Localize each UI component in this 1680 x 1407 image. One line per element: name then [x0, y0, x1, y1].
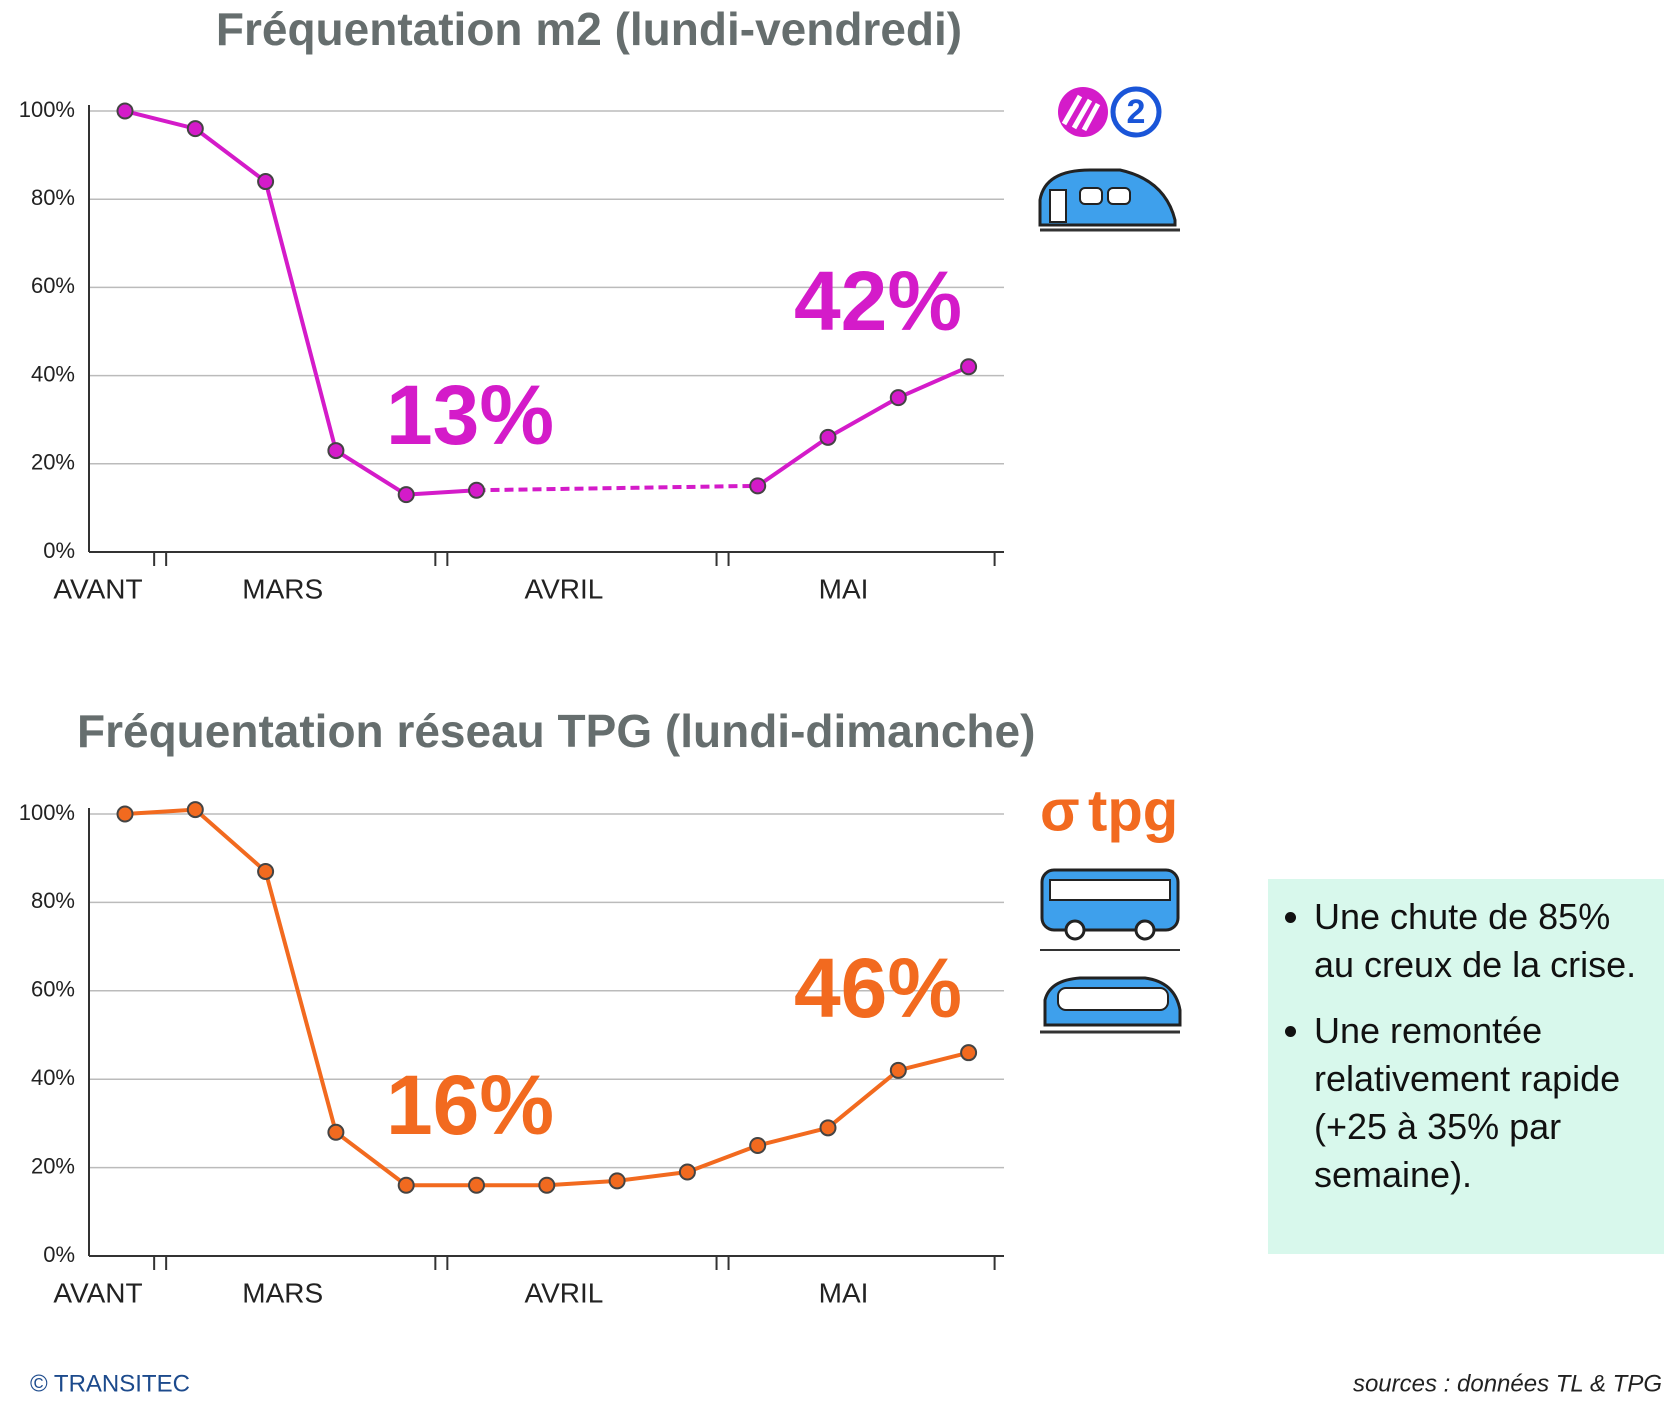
line	[124, 109, 970, 497]
point	[468, 481, 485, 499]
point	[468, 1176, 485, 1194]
point	[116, 102, 134, 120]
y-tick-label: 40%	[31, 361, 75, 386]
note: Une remontée relativement rapide (+25 à …	[1314, 1007, 1648, 1199]
metro-door	[1049, 189, 1067, 223]
y-tick-label: 60%	[31, 273, 75, 298]
footer-sources: sources : données TL & TPG	[1353, 1370, 1662, 1397]
point	[186, 120, 204, 138]
x-group-label: MAI	[819, 1277, 869, 1308]
annotation: 46%	[794, 941, 962, 1035]
m2-logo-text: 2	[1127, 93, 1146, 131]
point	[538, 1176, 556, 1194]
y-tick-label: 100%	[19, 800, 75, 825]
annotation: 16%	[386, 1058, 554, 1152]
point	[327, 1123, 345, 1141]
annotation: 13%	[386, 368, 554, 462]
note: Une chute de 85% au creux de la crise.	[1314, 893, 1648, 989]
tpg-logo-symbol: σ	[1040, 778, 1080, 843]
notes-box: Une chute de 85% au creux de la crise. U…	[1268, 879, 1664, 1254]
y-tick-label: 0%	[43, 538, 75, 563]
point	[678, 1163, 696, 1181]
tpg-logo-text: tpg	[1088, 778, 1178, 843]
bus-wheel	[1134, 919, 1156, 941]
y-tick-label: 0%	[43, 1242, 75, 1267]
x-group-label: MARS	[242, 573, 323, 604]
x-group-label: MAI	[819, 573, 869, 604]
x-group-label: MARS	[242, 1277, 323, 1308]
point	[819, 428, 837, 446]
chart-title: Fréquentation m2 (lundi-vendredi)	[216, 3, 962, 55]
x-group-label: AVANT	[53, 1277, 142, 1308]
point	[749, 477, 767, 495]
point	[397, 1176, 415, 1194]
m2-logo-ring	[1110, 86, 1162, 138]
point	[960, 358, 978, 376]
point	[186, 801, 204, 819]
point	[608, 1172, 626, 1190]
point	[116, 805, 134, 823]
y-tick-label: 80%	[31, 185, 75, 210]
annotation: 42%	[794, 254, 962, 348]
x-group-label: AVRIL	[525, 573, 604, 604]
x-group-label: AVRIL	[525, 1277, 604, 1308]
y-tick-label: 20%	[31, 450, 75, 475]
point	[327, 442, 345, 460]
bus-wheel	[1064, 919, 1086, 941]
m2-logo-stripes	[1061, 94, 1101, 132]
point	[397, 486, 415, 504]
chart-title: Fréquentation réseau TPG (lundi-dimanche…	[77, 705, 1035, 757]
point	[749, 1137, 767, 1154]
notes-list: Une chute de 85% au creux de la crise. U…	[1288, 893, 1648, 1199]
point	[257, 173, 275, 191]
y-tick-label: 100%	[19, 97, 75, 122]
point	[960, 1044, 978, 1062]
footer-copyright: © TRANSITEC	[30, 1370, 190, 1397]
y-tick-label: 20%	[31, 1153, 75, 1178]
y-tick-label: 80%	[31, 888, 75, 913]
tram-windows	[1057, 987, 1169, 1011]
y-tick-label: 40%	[31, 1065, 75, 1090]
point	[889, 389, 907, 407]
bus-windows	[1049, 879, 1171, 901]
point	[889, 1061, 907, 1079]
point	[819, 1119, 837, 1137]
gap-connector	[476, 483, 758, 493]
point	[257, 862, 275, 880]
metro-window	[1079, 187, 1103, 205]
y-tick-label: 60%	[31, 977, 75, 1002]
x-group-label: AVANT	[53, 573, 142, 604]
metro-window	[1107, 187, 1131, 205]
